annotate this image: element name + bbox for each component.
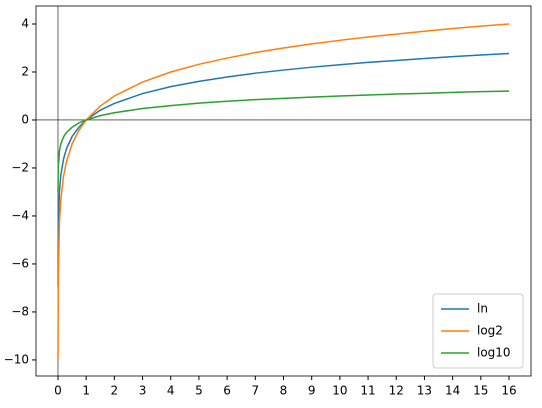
y-tick-label: −8 (11, 304, 29, 318)
x-tick-label: 5 (195, 384, 203, 398)
x-tick-label: 1 (82, 384, 90, 398)
line (57, 52, 510, 286)
x-tick-label: 16 (501, 384, 516, 398)
y-tick-label: −2 (11, 160, 29, 174)
line (57, 90, 510, 192)
x-tick-label: 12 (389, 384, 404, 398)
x-tick-label: 8 (280, 384, 288, 398)
y-tick-label: −6 (11, 256, 29, 270)
x-tick-label: 6 (223, 384, 231, 398)
y-tick-label: 2 (21, 64, 29, 78)
x-tick-label: 3 (139, 384, 147, 398)
line (57, 23, 510, 360)
y-tick-label: −10 (4, 352, 29, 366)
x-tick-label: 13 (417, 384, 432, 398)
legend-label: ln (477, 302, 488, 316)
x-tick-label: 2 (111, 384, 119, 398)
x-tick-label: 0 (54, 384, 62, 398)
x-tick-label: 15 (473, 384, 488, 398)
legend-label: log2 (477, 324, 503, 338)
x-tick-label: 11 (360, 384, 375, 398)
plot-frame (35, 5, 532, 377)
x-tick-label: 4 (167, 384, 175, 398)
legend-label: log10 (477, 346, 511, 360)
y-tick-label: 0 (21, 112, 29, 126)
y-tick-label: 4 (21, 16, 29, 30)
x-tick-label: 14 (445, 384, 460, 398)
y-tick-label: −4 (11, 208, 29, 222)
x-tick-label: 9 (308, 384, 316, 398)
legend-box (432, 293, 524, 369)
x-tick-label: 7 (251, 384, 259, 398)
x-tick-label: 10 (332, 384, 347, 398)
